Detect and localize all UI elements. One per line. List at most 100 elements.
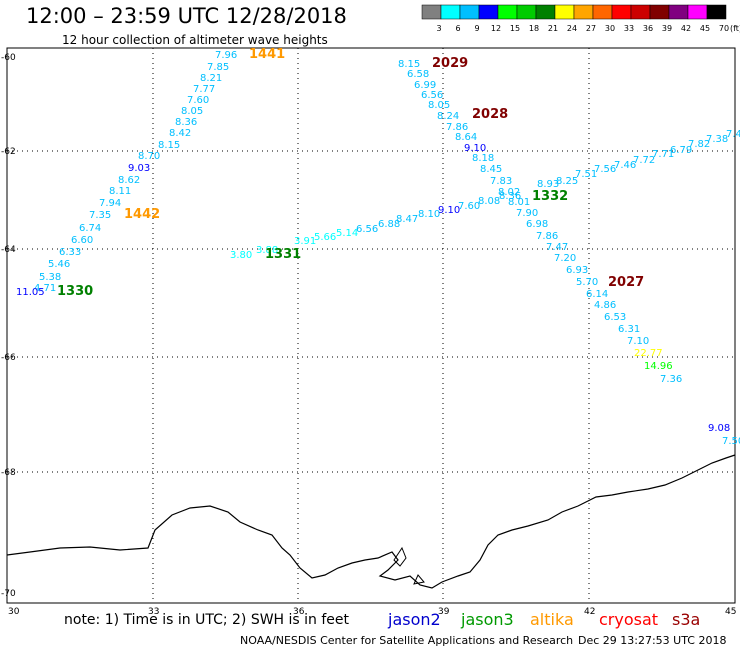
swh-value: 8.45 <box>480 164 502 175</box>
pass-time-label: 1331 <box>265 247 301 262</box>
swh-value: 8.05 <box>181 106 203 117</box>
colorbar-label: 27 <box>586 24 596 33</box>
swh-value: 7.36 <box>660 374 682 385</box>
colorbar-swatch <box>478 4 499 20</box>
colorbar-label: 45 <box>700 24 710 33</box>
lon-tick-label: 30 <box>8 607 20 617</box>
satellite-legend-jason3: jason3 <box>461 610 514 629</box>
colorbar-swatch <box>554 4 575 20</box>
swh-value: 6.31 <box>618 324 640 335</box>
swh-value: 6.93 <box>566 265 588 276</box>
units-note: note: 1) Time is in UTC; 2) SWH is in fe… <box>64 612 350 628</box>
swh-value: 8.24 <box>437 111 459 122</box>
colorbar-label: 18 <box>529 24 539 33</box>
swh-value: 5.66 <box>314 232 336 243</box>
colorbar-swatch <box>516 4 537 20</box>
swh-value: 7.56 <box>594 164 616 175</box>
colorbar-swatch <box>573 4 594 20</box>
pass-time-label: 2028 <box>472 107 508 122</box>
swh-value: 4.71 <box>34 283 56 294</box>
swh-value: 8.21 <box>200 73 222 84</box>
swh-value: 8.11 <box>109 186 131 197</box>
swh-value: 7.35 <box>89 210 111 221</box>
swh-value: 8.47 <box>396 214 418 225</box>
map-title: 12:00 – 23:59 UTC 12/28/2018 <box>26 4 347 28</box>
colorbar-swatch <box>706 4 727 20</box>
swh-value: 7.86 <box>446 122 468 133</box>
pass-time-label: 2027 <box>608 275 644 290</box>
colorbar-swatch <box>535 4 556 20</box>
swh-value: 9.10 <box>438 205 460 216</box>
swh-value: 3.91 <box>294 236 316 247</box>
lat-tick-label: -64 <box>1 245 16 255</box>
swh-value: 7.4 <box>726 129 740 140</box>
map-frame <box>6 47 736 604</box>
swh-value: 7.60 <box>187 95 209 106</box>
swh-value: 8.36 <box>175 117 197 128</box>
swh-value: 8.01 <box>508 197 530 208</box>
pass-time-label: 1330 <box>57 284 93 299</box>
swh-value: 7.71 <box>652 149 674 160</box>
satellite-legend-altika: altika <box>530 610 574 629</box>
colorbar-label: 15 <box>510 24 520 33</box>
colorbar-label: 3 <box>436 24 441 33</box>
swh-value: 6.56 <box>421 90 443 101</box>
swh-value: 6.88 <box>378 219 400 230</box>
colorbar-label: 30 <box>605 24 615 33</box>
swh-value: 6.33 <box>59 247 81 258</box>
swh-value: 6.14 <box>586 289 608 300</box>
pass-time-label: 1442 <box>124 207 160 222</box>
lat-tick-label: -68 <box>1 468 16 478</box>
satellite-legend-s3a: s3a <box>672 610 701 629</box>
colorbar-swatch <box>668 4 689 20</box>
swh-value: 8.64 <box>455 132 477 143</box>
swh-value: 11.05 <box>16 287 45 298</box>
antarctic-coastline <box>6 454 736 589</box>
swh-value: 5.46 <box>48 259 70 270</box>
swh-value: 6.99 <box>414 80 436 91</box>
swh-value: 3.80 <box>230 250 252 261</box>
swh-value: 7.50 <box>722 436 740 447</box>
colorbar-swatch <box>611 4 632 20</box>
swh-value: 6.79 <box>670 145 692 156</box>
swh-value: 6.56 <box>356 224 378 235</box>
swh-value: 22.77 <box>634 348 663 359</box>
map-subtitle: 12 hour collection of altimeter wave hei… <box>62 33 328 47</box>
lat-tick-label: -66 <box>1 353 16 363</box>
lon-tick-label: 33 <box>148 607 159 617</box>
colorbar-swatch <box>421 4 442 20</box>
colorbar-label: 42 <box>681 24 691 33</box>
wave-height-tracks: 7.967.858.217.777.608.058.368.428.158.70… <box>16 47 740 447</box>
swh-value: 8.08 <box>478 196 500 207</box>
swh-value: 4.86 <box>594 300 616 311</box>
colorbar-swatch <box>459 4 480 20</box>
swh-value: 5.38 <box>39 272 61 283</box>
swh-value: 5.70 <box>576 277 598 288</box>
satellite-legend-cryosat: cryosat <box>599 610 659 629</box>
colorbar-swatch <box>592 4 613 20</box>
lon-tick-label: 39 <box>438 607 450 617</box>
lon-tick-label: 42 <box>584 607 595 617</box>
swh-value: 9.03 <box>128 163 150 174</box>
swh-value: 8.93 <box>537 179 559 190</box>
lon-tick-label: 36 <box>293 607 305 617</box>
swh-value: 8.62 <box>118 175 140 186</box>
swh-value: 7.77 <box>193 84 215 95</box>
swh-value: 7.47 <box>546 242 568 253</box>
swh-value: 8.70 <box>138 151 160 162</box>
swh-value: 6.74 <box>79 223 101 234</box>
lon-tick-label: 45 <box>725 607 736 617</box>
swh-value: 8.02 <box>498 187 520 198</box>
colorbar-label: 12 <box>491 24 501 33</box>
swh-value: 7.51 <box>575 169 597 180</box>
colorbar-label: 70 <box>719 24 729 33</box>
swh-value: 8.18 <box>472 153 494 164</box>
swh-value: 7.83 <box>490 176 512 187</box>
satellite-legend-jason2: jason2 <box>388 610 441 629</box>
lat-tick-label: -62 <box>1 147 16 157</box>
swh-value: 6.98 <box>526 219 548 230</box>
swh-value: 14.96 <box>644 361 673 372</box>
colorbar-swatch <box>630 4 651 20</box>
colorbar-unit: (ft) <box>730 24 740 33</box>
